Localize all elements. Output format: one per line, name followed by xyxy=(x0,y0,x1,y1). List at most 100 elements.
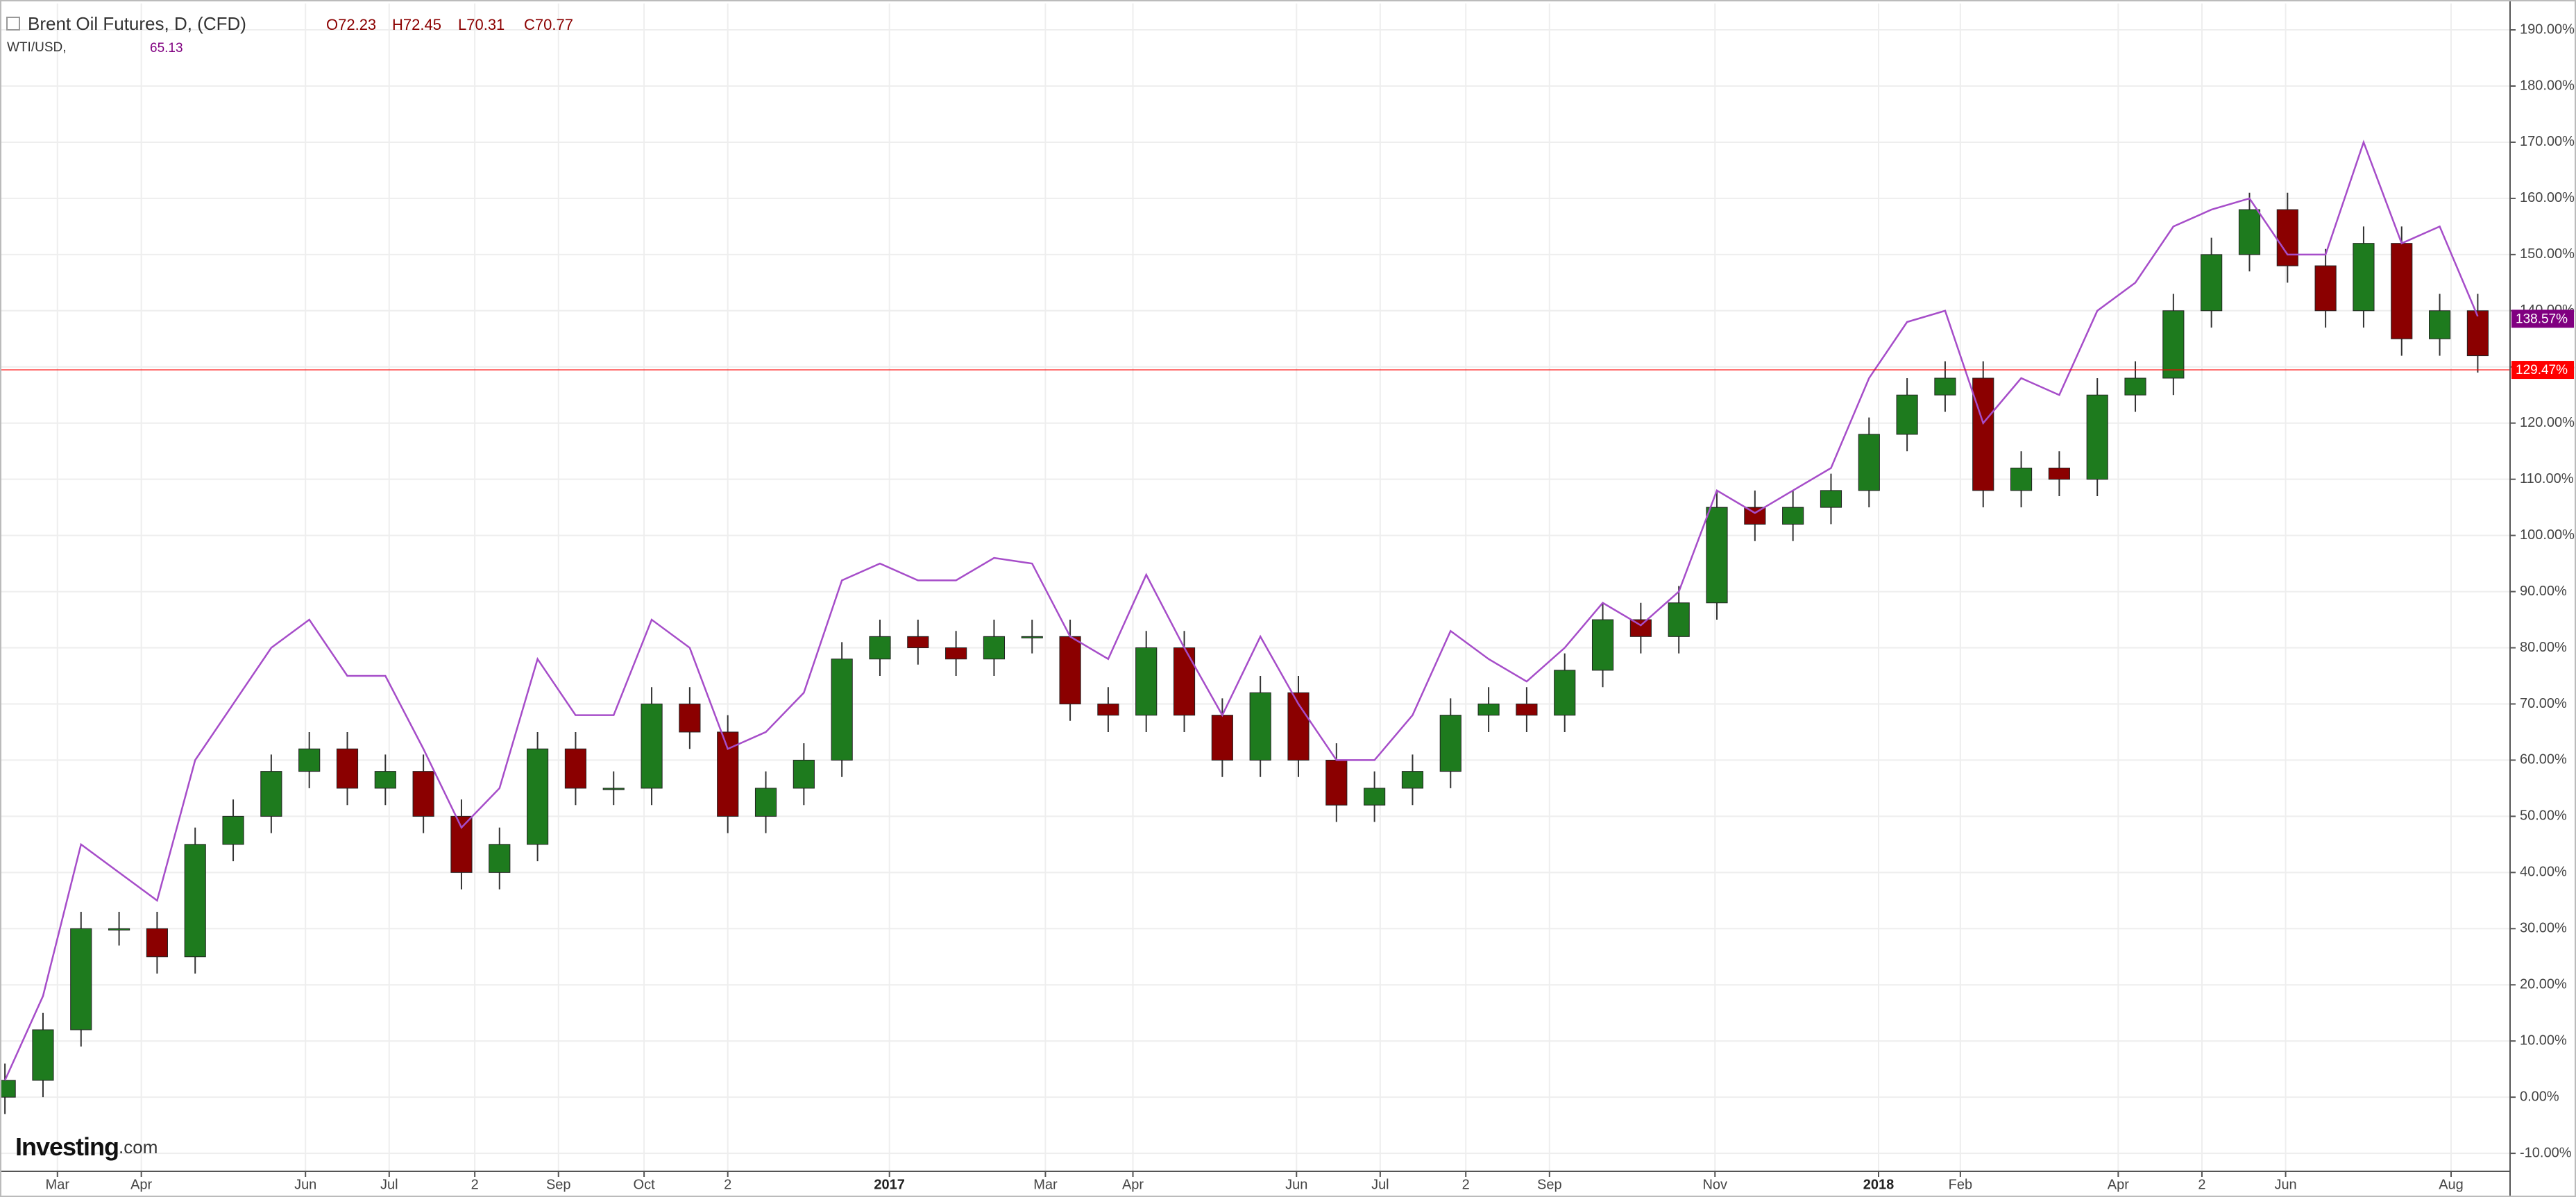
candle-body xyxy=(831,659,853,761)
candle-body xyxy=(1325,759,1348,806)
price-label: 138.57% xyxy=(2516,312,2568,326)
x-tick-label: Apr xyxy=(130,1177,152,1192)
ohlc-values: O72.23 H72.45 L70.31 C70.77 xyxy=(326,16,573,33)
candle-body xyxy=(1706,507,1728,604)
candle-body xyxy=(1173,647,1196,716)
candle-body xyxy=(1364,788,1386,806)
candle-body xyxy=(1591,619,1614,671)
candle-body xyxy=(1744,507,1766,525)
candle-body xyxy=(602,788,625,790)
candle-body xyxy=(1668,602,1690,637)
x-tick-label: Apr xyxy=(2108,1177,2129,1192)
compare-value: 65.13 xyxy=(150,41,183,56)
candle-body xyxy=(32,1029,54,1081)
series-title: Brent Oil Futures, D, (CFD) xyxy=(28,13,246,34)
logo-main: Investing xyxy=(15,1132,119,1161)
y-tick-label: 150.00% xyxy=(2520,246,2575,262)
candle-body xyxy=(489,844,511,873)
candle-body xyxy=(717,731,739,817)
ohlc-label: L70.31 xyxy=(458,16,505,33)
candle-body xyxy=(1439,715,1461,772)
candle-body xyxy=(1249,692,1271,761)
candle-body xyxy=(793,759,815,789)
x-tick-label: Aug xyxy=(2439,1177,2464,1192)
collapse-icon[interactable] xyxy=(6,17,20,31)
candle-body xyxy=(1896,394,1918,435)
x-tick-label: 2 xyxy=(2198,1177,2205,1192)
candle-body xyxy=(2238,209,2261,255)
candle-body xyxy=(2276,209,2298,266)
candle-body xyxy=(2314,265,2337,312)
candle-body xyxy=(2124,377,2146,396)
y-tick-label: 30.00% xyxy=(2520,921,2567,936)
ohlc-label: H72.45 xyxy=(392,16,441,33)
x-tick-label: 2018 xyxy=(1863,1177,1895,1192)
x-tick-label: Sep xyxy=(1537,1177,1562,1192)
candle-body xyxy=(222,815,244,845)
x-tick-label: Apr xyxy=(1122,1177,1144,1192)
candle-body xyxy=(70,928,92,1030)
candle-body xyxy=(527,748,549,845)
candle-body xyxy=(1516,703,1538,716)
candle-body xyxy=(2086,394,2108,480)
logo: Investing.com xyxy=(15,1132,158,1161)
candle-body xyxy=(945,647,967,660)
y-tick-label: 190.00% xyxy=(2520,22,2575,37)
candle-body xyxy=(754,788,777,817)
candle-body xyxy=(260,771,282,817)
candle-body xyxy=(412,771,434,817)
candle-body xyxy=(2010,467,2033,491)
candle-body xyxy=(1972,377,1994,491)
candle-body xyxy=(1782,507,1804,525)
candle-body xyxy=(1934,377,1956,396)
x-tick-label: 2017 xyxy=(874,1177,905,1192)
y-tick-label: 160.00% xyxy=(2520,190,2575,205)
line-series xyxy=(3,139,2479,1081)
candle-body xyxy=(2353,243,2375,312)
y-tick-label: 180.00% xyxy=(2520,78,2575,93)
plot xyxy=(0,139,2510,1114)
x-tick-label: Jun xyxy=(294,1177,316,1192)
candle-body xyxy=(1477,703,1500,716)
x-tick-label: Nov xyxy=(1702,1177,1727,1192)
candle-body xyxy=(2429,310,2451,339)
candle-body xyxy=(907,636,929,649)
x-tick-label: Jun xyxy=(1285,1177,1307,1192)
candle-body xyxy=(450,815,473,873)
price-label-bg xyxy=(2511,309,2574,328)
y-tick-label: 60.00% xyxy=(2520,752,2567,767)
compare-name: WTI/USD, xyxy=(7,40,67,55)
candle-body xyxy=(2201,254,2223,312)
x-tick-label: 2 xyxy=(1462,1177,1470,1192)
candle-body xyxy=(2048,467,2070,480)
y-tick-label: 170.00% xyxy=(2520,134,2575,149)
candle-body xyxy=(2162,310,2185,379)
candle-body xyxy=(1059,636,1081,704)
y-tick-label: 120.00% xyxy=(2520,415,2575,430)
candle-body xyxy=(679,703,701,733)
candle-body xyxy=(298,748,321,772)
y-tick-label: 100.00% xyxy=(2520,527,2575,543)
x-tick-label: Oct xyxy=(634,1177,656,1192)
y-tick-label: 90.00% xyxy=(2520,584,2567,599)
x-tick-label: Feb xyxy=(1949,1177,1972,1192)
x-tick-label: Jul xyxy=(1371,1177,1389,1192)
x-tick-label: Jul xyxy=(380,1177,398,1192)
y-tick-label: 0.00% xyxy=(2520,1089,2559,1104)
y-tick-label: 110.00% xyxy=(2520,471,2574,486)
x-tick-label: Jun xyxy=(2274,1177,2296,1192)
price-label-bg xyxy=(2511,361,2574,380)
y-tick-label: 50.00% xyxy=(2520,808,2567,824)
x-tick-label: Mar xyxy=(1033,1177,1058,1192)
candle-body xyxy=(146,928,168,958)
candle-body xyxy=(374,771,396,789)
candle-body xyxy=(1211,715,1233,761)
candle-body xyxy=(2466,310,2489,357)
candle-body xyxy=(1401,771,1424,789)
candle-body xyxy=(1858,434,1880,491)
y-tick-label: -10.00% xyxy=(2520,1145,2572,1160)
logo-suffix: .com xyxy=(119,1137,158,1157)
ohlc-label: O72.23 xyxy=(326,16,376,33)
